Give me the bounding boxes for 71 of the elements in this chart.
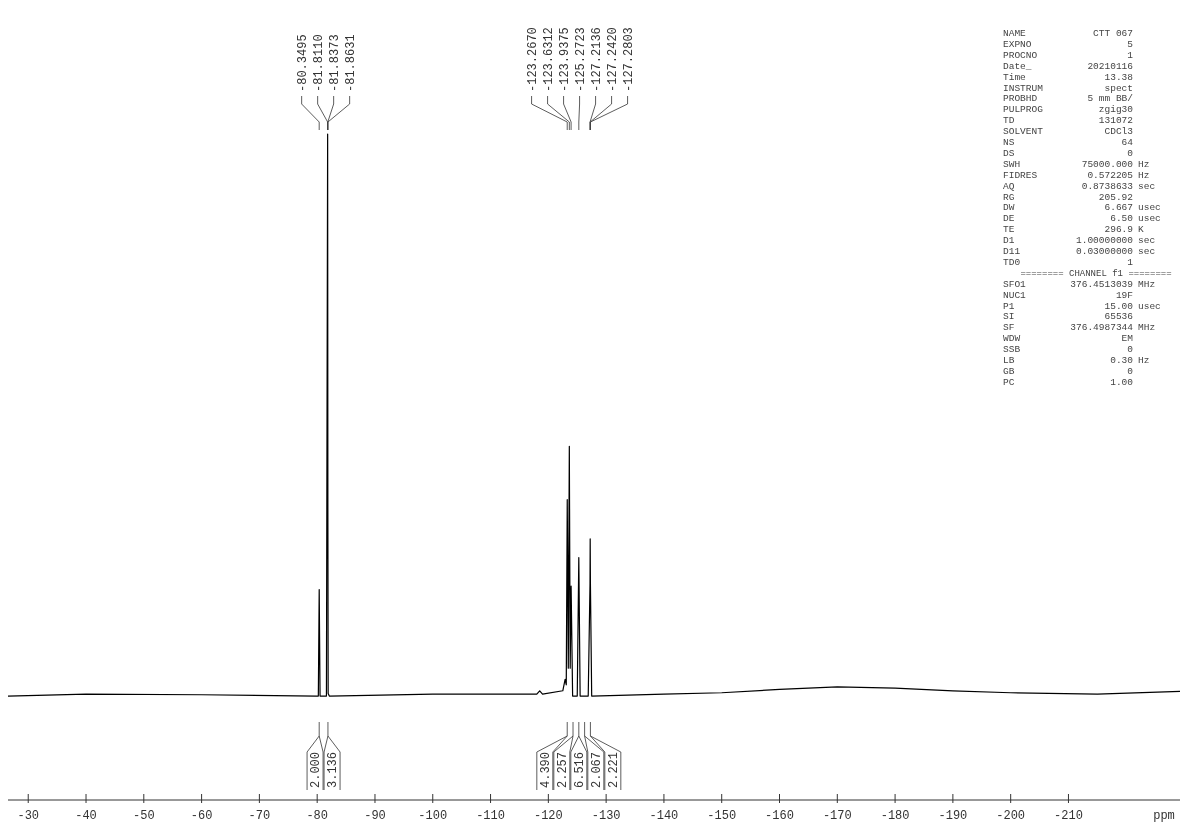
x-tick-label: -180	[880, 809, 910, 823]
text: -127.2803	[621, 27, 636, 92]
x-tick-label: -90	[364, 809, 386, 823]
text: TD0 1	[1003, 256, 1133, 268]
text: D1 1.00000000 sec	[1003, 235, 1156, 247]
text: Date_ 20210116	[1003, 60, 1133, 72]
text: -127.2420	[605, 27, 620, 92]
text: -123.6312	[541, 27, 556, 92]
x-tick-label: -200	[996, 809, 1026, 823]
x-tick-label: -150	[707, 809, 737, 823]
x-tick-label: -130	[591, 809, 621, 823]
x-tick-label: -60	[190, 809, 213, 823]
text: TD 131072	[1003, 115, 1133, 127]
text: PROBHD 5 mm BB/	[1003, 93, 1133, 105]
text: NS 64	[1003, 137, 1133, 148]
annotation: 2.067	[589, 751, 604, 788]
text: SF 376.4987344 MHz	[1003, 322, 1156, 334]
annotation: 2.000	[309, 751, 324, 788]
x-tick-label: -40	[75, 809, 97, 823]
x-tick-label: -30	[17, 809, 40, 823]
text: -81.8631	[343, 34, 358, 92]
annotation: 3.136	[326, 751, 341, 788]
text: RG 205.92	[1003, 191, 1133, 203]
text: PC 1.00	[1003, 376, 1133, 388]
x-tick-label: -50	[133, 809, 155, 823]
text: FIDRES 0.572205 Hz	[1003, 169, 1150, 181]
text: DS 0	[1003, 147, 1133, 159]
text: -123.9375	[557, 27, 572, 92]
text: -125.2723	[573, 27, 588, 92]
x-tick-label: -70	[248, 809, 271, 823]
text: D11 0.03000000 sec	[1003, 246, 1156, 257]
text: -81.8373	[327, 34, 342, 92]
x-tick-label: -80	[306, 809, 328, 823]
text: DE 6.50 usec	[1003, 213, 1161, 225]
annotation: 2.221	[606, 751, 621, 788]
text: EXPNO 5	[1003, 38, 1133, 50]
text: WDW EM	[1003, 333, 1133, 345]
x-tick-label: -170	[822, 809, 852, 823]
text: NAME CTT 067	[1003, 28, 1133, 39]
text: Time 13.38	[1003, 71, 1133, 83]
x-tick-label: -100	[418, 809, 448, 823]
text: PROCNO 1	[1003, 49, 1133, 61]
text: INSTRUM spect	[1003, 82, 1133, 94]
annotation: 6.516	[572, 751, 587, 788]
annotation: 2.257	[555, 751, 570, 788]
text: DW 6.667 usec	[1003, 202, 1161, 214]
x-tick-label: -190	[938, 809, 968, 823]
annotation: 4.390	[538, 751, 553, 788]
text: SI 65536	[1003, 311, 1133, 323]
text: NUC1 19F	[1003, 289, 1133, 301]
x-tick-label: -120	[533, 809, 563, 823]
text: PULPROG zgig30	[1003, 104, 1133, 116]
text: LB 0.30 Hz	[1003, 355, 1150, 366]
annotation: ======== CHANNEL f1 ========	[1020, 268, 1172, 279]
x-tick-label: -210	[1054, 809, 1083, 823]
x-tick-label: -140	[649, 809, 679, 823]
text: -81.8110	[311, 34, 326, 92]
text: GB 0	[1003, 365, 1133, 377]
text: SOLVENT CDCl3	[1003, 126, 1133, 138]
x-axis-title: ppm	[1153, 809, 1175, 823]
text: -123.2670	[525, 27, 540, 92]
text: SSB 0	[1003, 344, 1133, 356]
text: TE 296.9 K	[1003, 224, 1144, 236]
text: AQ 0.8738633 sec	[1003, 180, 1156, 192]
text: -127.2136	[589, 27, 604, 92]
text: SWH 75000.000 Hz	[1003, 158, 1150, 170]
x-tick-label: -160	[765, 809, 794, 823]
text: -80.3495	[295, 34, 310, 92]
text: P1 15.00 usec	[1003, 300, 1161, 312]
text: SFO1 376.4513039 MHz	[1003, 278, 1156, 290]
x-tick-label: -110	[476, 809, 505, 823]
